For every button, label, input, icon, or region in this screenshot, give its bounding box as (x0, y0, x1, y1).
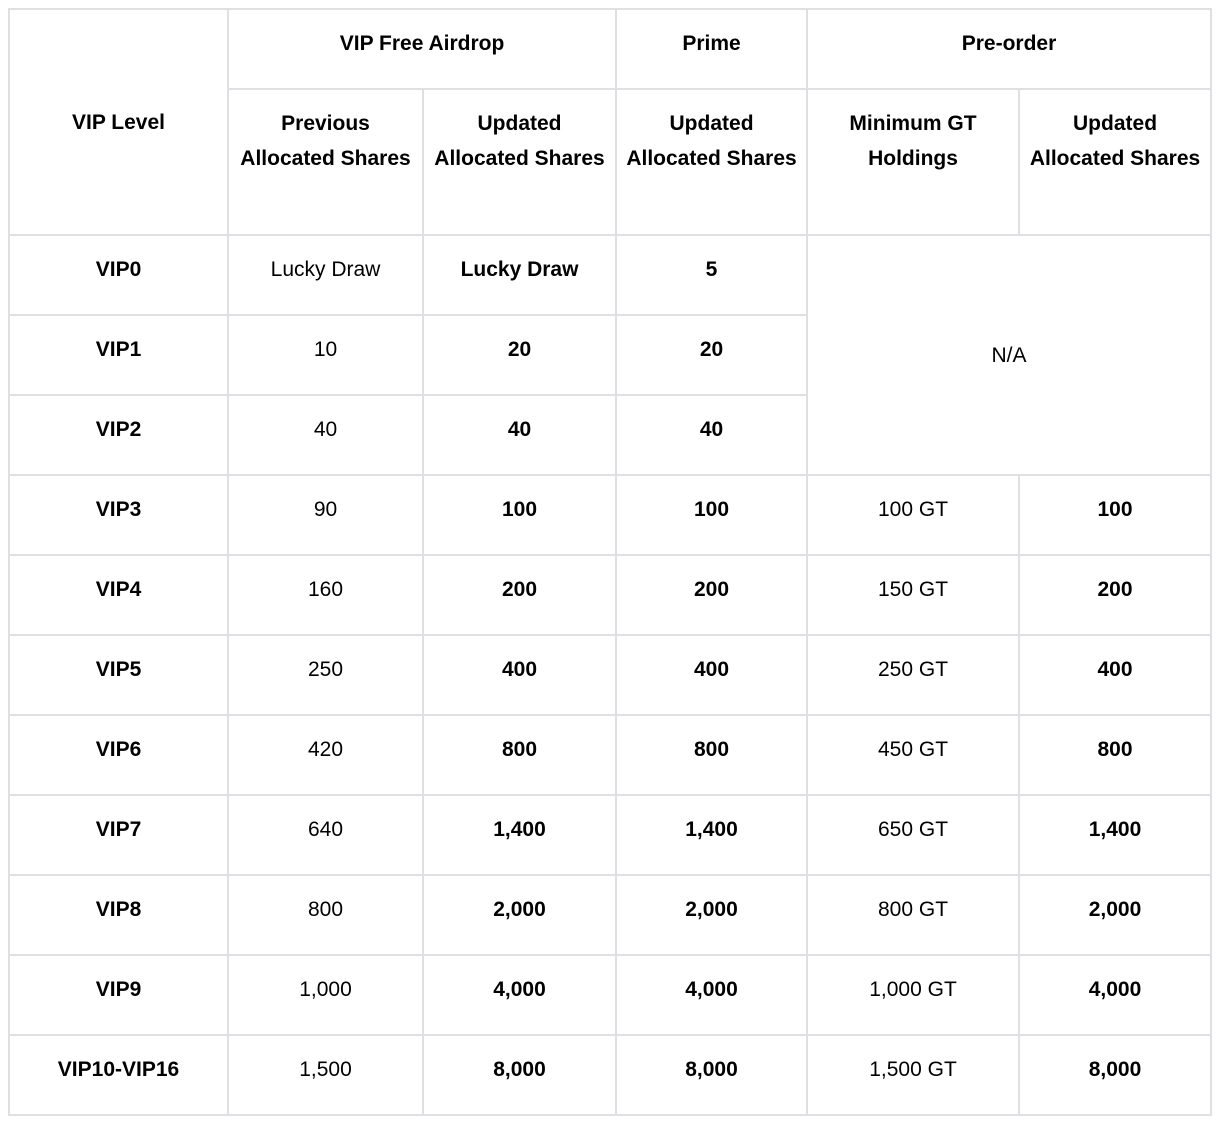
cell-prime-updated-shares: 1,400 (615, 794, 809, 876)
cell-minimum-gt-holdings: 100 GT (806, 474, 1021, 556)
cell-minimum-gt-holdings: 800 GT (806, 874, 1021, 956)
cell-airdrop-updated-shares: 800 (421, 714, 618, 796)
cell-vip-level: VIP9 (8, 954, 229, 1036)
cell-minimum-gt-holdings: 1,500 GT (806, 1034, 1021, 1116)
header-minimum-gt-holdings: Minimum GT Holdings (806, 88, 1021, 236)
cell-vip-level: VIP2 (8, 394, 229, 476)
cell-previous-allocated-shares: 10 (227, 314, 424, 396)
cell-vip-level: VIP5 (8, 634, 229, 716)
cell-prime-updated-shares: 400 (615, 634, 809, 716)
cell-airdrop-updated-shares: 8,000 (421, 1034, 618, 1116)
header-preorder-updated-allocated-shares: Updated Allocated Shares (1018, 88, 1213, 236)
cell-preorder-updated-shares: 100 (1018, 474, 1213, 556)
header-previous-allocated-shares: Previous Allocated Shares (227, 88, 424, 236)
table-row: VIP7 640 1,400 1,400 650 GT 1,400 (8, 794, 1213, 876)
table-row: VIP4 160 200 200 150 GT 200 (8, 554, 1213, 636)
table-row: VIP2 40 40 40 (8, 394, 1211, 476)
cell-preorder-updated-shares: 2,000 (1018, 874, 1213, 956)
cell-prime-updated-shares: 40 (615, 394, 809, 476)
cell-previous-allocated-shares: 90 (227, 474, 424, 556)
cell-preorder-updated-shares: 200 (1018, 554, 1213, 636)
table-row: VIP8 800 2,000 2,000 800 GT 2,000 (8, 874, 1213, 956)
cell-vip-level: VIP0 (8, 234, 229, 316)
cell-preorder-updated-shares: 1,400 (1018, 794, 1213, 876)
cell-airdrop-updated-shares: Lucky Draw (421, 234, 618, 316)
cell-airdrop-updated-shares: 40 (421, 394, 618, 476)
cell-previous-allocated-shares: 1,500 (227, 1034, 424, 1116)
cell-vip-level: VIP10-VIP16 (8, 1034, 229, 1116)
cell-prime-updated-shares: 800 (615, 714, 809, 796)
cell-prime-updated-shares: 20 (615, 314, 809, 396)
cell-vip-level: VIP1 (8, 314, 229, 396)
cell-previous-allocated-shares: 420 (227, 714, 424, 796)
table-row: VIP3 90 100 100 100 GT 100 (8, 474, 1213, 556)
header-airdrop-updated-allocated-shares: Updated Allocated Shares (421, 88, 618, 236)
table-row: VIP0 Lucky Draw Lucky Draw 5 N/A (8, 234, 1213, 476)
cell-vip-level: VIP7 (8, 794, 229, 876)
cell-preorder-updated-shares: 400 (1018, 634, 1213, 716)
cell-airdrop-updated-shares: 4,000 (421, 954, 618, 1036)
cell-previous-allocated-shares: 160 (227, 554, 424, 636)
cell-prime-updated-shares: 2,000 (615, 874, 809, 956)
group-header-row: VIP Level VIP Free Airdrop Prime Pre-ord… (8, 8, 1213, 236)
cell-preorder-updated-shares: 8,000 (1018, 1034, 1213, 1116)
cell-previous-allocated-shares: Lucky Draw (227, 234, 424, 316)
cell-preorder-na: N/A (806, 234, 1213, 476)
header-vip-level: VIP Level (8, 8, 229, 236)
cell-minimum-gt-holdings: 250 GT (806, 634, 1021, 716)
cell-minimum-gt-holdings: 450 GT (806, 714, 1021, 796)
cell-previous-allocated-shares: 40 (227, 394, 424, 476)
vip-allocation-table: VIP Level VIP Free Airdrop Prime Pre-ord… (8, 8, 1213, 1116)
cell-airdrop-updated-shares: 400 (421, 634, 618, 716)
cell-airdrop-updated-shares: 100 (421, 474, 618, 556)
table-row: VIP5 250 400 400 250 GT 400 (8, 634, 1213, 716)
cell-previous-allocated-shares: 640 (227, 794, 424, 876)
cell-previous-allocated-shares: 1,000 (227, 954, 424, 1036)
cell-vip-level: VIP4 (8, 554, 229, 636)
cell-prime-updated-shares: 100 (615, 474, 809, 556)
cell-vip-level: VIP6 (8, 714, 229, 796)
cell-prime-updated-shares: 4,000 (615, 954, 809, 1036)
cell-previous-allocated-shares: 800 (227, 874, 424, 956)
cell-preorder-updated-shares: 4,000 (1018, 954, 1213, 1036)
table-row: VIP10-VIP16 1,500 8,000 8,000 1,500 GT 8,000 (8, 1034, 1213, 1116)
table-row: VIP1 10 20 20 (8, 314, 1211, 396)
header-group-pre-order: Pre-order (806, 8, 1213, 90)
cell-prime-updated-shares: 5 (615, 234, 809, 316)
cell-vip-level: VIP3 (8, 474, 229, 556)
header-group-vip-free-airdrop: VIP Free Airdrop (226, 8, 618, 90)
cell-preorder-updated-shares: 800 (1018, 714, 1213, 796)
table-row: VIP9 1,000 4,000 4,000 1,000 GT 4,000 (8, 954, 1213, 1036)
header-prime-updated-allocated-shares: Updated Allocated Shares (615, 88, 809, 236)
cell-prime-updated-shares: 8,000 (615, 1034, 809, 1116)
table-row: VIP6 420 800 800 450 GT 800 (8, 714, 1213, 796)
cell-airdrop-updated-shares: 20 (421, 314, 618, 396)
cell-airdrop-updated-shares: 2,000 (421, 874, 618, 956)
cell-airdrop-updated-shares: 1,400 (421, 794, 618, 876)
sub-header-row: Previous Allocated Shares Updated Alloca… (9, 88, 1213, 236)
cell-minimum-gt-holdings: 1,000 GT (806, 954, 1021, 1036)
cell-minimum-gt-holdings: 650 GT (806, 794, 1021, 876)
cell-airdrop-updated-shares: 200 (421, 554, 618, 636)
cell-minimum-gt-holdings: 150 GT (806, 554, 1021, 636)
cell-previous-allocated-shares: 250 (227, 634, 424, 716)
header-group-prime: Prime (615, 8, 809, 90)
cell-vip-level: VIP8 (8, 874, 229, 956)
cell-prime-updated-shares: 200 (615, 554, 809, 636)
